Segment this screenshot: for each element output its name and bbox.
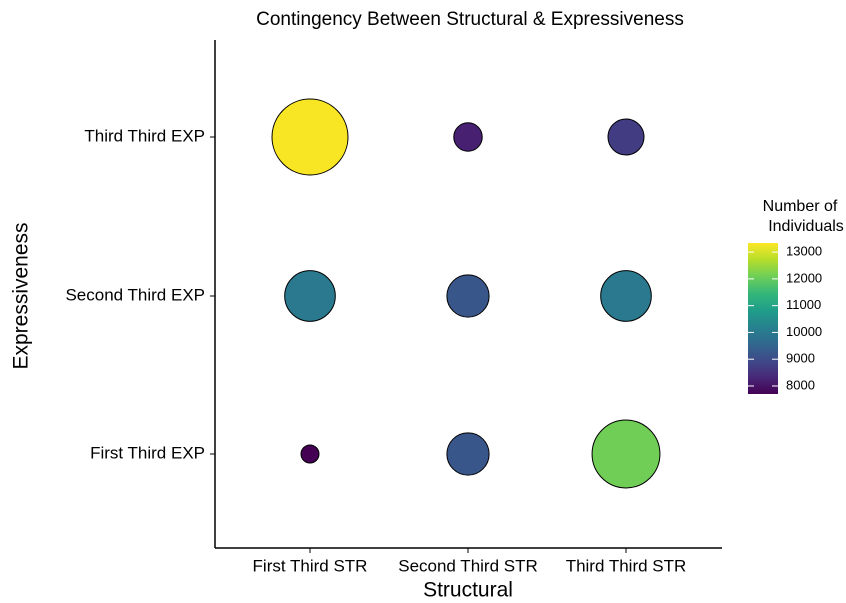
colorbar-tick-label: 9000	[786, 351, 815, 366]
bubble	[446, 432, 490, 476]
colorbar-tick-label: 13000	[786, 244, 822, 259]
colorbar-tick-label: 8000	[786, 377, 815, 392]
bubble	[446, 274, 490, 318]
x-axis-label: Structural	[423, 579, 513, 602]
bubble	[271, 98, 349, 176]
y-tick-label: Second Third EXP	[65, 285, 205, 304]
y-tick-label: First Third EXP	[90, 443, 205, 462]
bubble	[591, 419, 661, 489]
bubble	[453, 122, 483, 152]
colorbar	[748, 243, 778, 394]
bubble	[284, 270, 336, 322]
legend-title: Number of	[763, 198, 838, 215]
x-tick-label: Third Third STR	[566, 556, 687, 575]
y-axis-label: Expressiveness	[10, 222, 33, 369]
x-tick-label: Second Third STR	[398, 556, 538, 575]
bubble	[600, 270, 652, 322]
bubble	[607, 118, 645, 156]
colorbar-tick-label: 12000	[786, 270, 822, 285]
bubble	[300, 444, 320, 464]
chart-title: Contingency Between Structural & Express…	[256, 9, 684, 30]
legend-title: Individuals	[768, 218, 844, 235]
x-tick-label: First Third STR	[253, 556, 368, 575]
y-tick-label: Third Third EXP	[84, 126, 205, 145]
colorbar-tick-label: 10000	[786, 324, 822, 339]
colorbar-tick-label: 11000	[786, 297, 821, 312]
